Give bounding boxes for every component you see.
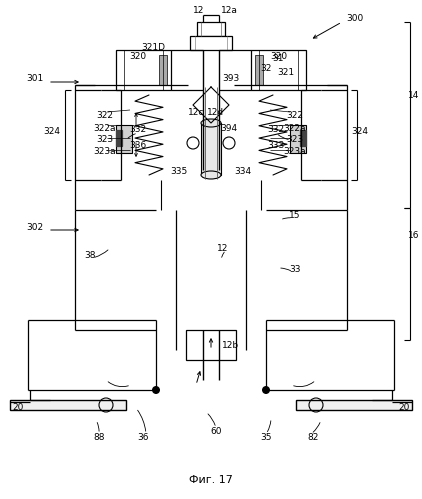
Bar — [255, 55, 263, 85]
Bar — [201, 123, 221, 175]
Text: 60: 60 — [210, 428, 222, 437]
Text: 300: 300 — [346, 13, 364, 22]
Text: 320: 320 — [271, 51, 287, 60]
Text: 12a: 12a — [221, 5, 238, 14]
Text: 322a: 322a — [94, 123, 116, 133]
Text: 336: 336 — [130, 141, 146, 150]
Text: 31: 31 — [272, 53, 284, 62]
Text: 324: 324 — [352, 128, 368, 137]
Text: 12b: 12b — [222, 340, 240, 349]
Text: 32: 32 — [260, 63, 272, 72]
Text: 332: 332 — [130, 126, 146, 135]
Text: 321D: 321D — [141, 42, 165, 51]
Text: 82: 82 — [307, 434, 319, 443]
Text: 323: 323 — [97, 136, 114, 145]
Circle shape — [152, 386, 160, 394]
Circle shape — [262, 386, 270, 394]
Ellipse shape — [201, 119, 221, 127]
Bar — [186, 330, 236, 360]
Bar — [251, 50, 306, 90]
Text: 323: 323 — [287, 136, 303, 145]
Text: 301: 301 — [26, 73, 43, 82]
Text: 322: 322 — [97, 110, 114, 119]
Text: 20: 20 — [12, 404, 24, 413]
Bar — [159, 55, 167, 85]
Text: 12: 12 — [217, 244, 229, 252]
Text: 302: 302 — [27, 224, 43, 233]
Text: 12: 12 — [193, 5, 205, 14]
Text: 335: 335 — [170, 168, 188, 177]
Text: 322a: 322a — [284, 123, 306, 133]
Text: 35: 35 — [260, 434, 272, 443]
Text: 322: 322 — [287, 110, 303, 119]
Text: 88: 88 — [93, 434, 105, 443]
Text: 333: 333 — [268, 141, 284, 150]
Ellipse shape — [201, 171, 221, 179]
Bar — [190, 36, 232, 50]
Text: 14: 14 — [408, 90, 420, 99]
Text: 393: 393 — [222, 73, 240, 82]
Text: 38: 38 — [84, 250, 96, 259]
Text: 332: 332 — [268, 126, 284, 135]
Bar — [296, 400, 412, 410]
Text: 323a: 323a — [284, 148, 306, 157]
Bar — [116, 50, 171, 90]
Text: 323a: 323a — [94, 148, 116, 157]
Text: 16: 16 — [408, 231, 420, 240]
Text: 33: 33 — [289, 265, 301, 274]
Text: 12c: 12c — [188, 107, 204, 116]
Text: 12d: 12d — [208, 107, 225, 116]
Text: 334: 334 — [235, 168, 252, 177]
Text: 394: 394 — [220, 123, 238, 133]
Text: 36: 36 — [137, 434, 149, 443]
Bar — [290, 125, 306, 153]
Text: 15: 15 — [289, 211, 301, 220]
Text: Фиг. 17: Фиг. 17 — [189, 475, 233, 485]
Text: 20: 20 — [398, 404, 410, 413]
Bar — [116, 125, 132, 153]
Text: 321: 321 — [277, 67, 295, 76]
Bar — [116, 130, 122, 146]
Bar — [300, 130, 306, 146]
Text: 320: 320 — [130, 51, 146, 60]
Bar — [197, 22, 225, 36]
Text: 324: 324 — [43, 128, 60, 137]
Bar — [10, 400, 126, 410]
